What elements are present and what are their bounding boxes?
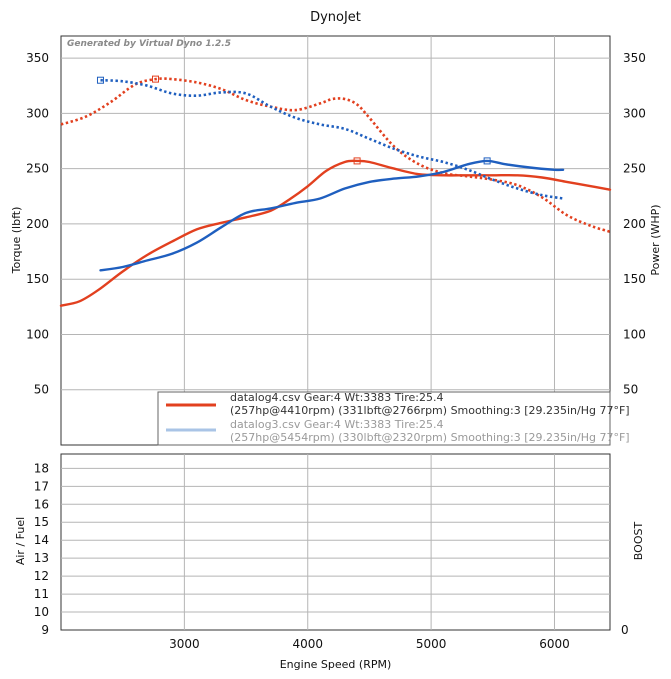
upper-plot-area: 50 50 100 100 150 150 200 200 250 250 300 300 350 350… — [26, 35, 646, 446]
lower-y-tick-label-right: 0 — [621, 623, 629, 637]
x-tick-label: 6000 — [539, 637, 570, 651]
x-tick-label: 4000 — [292, 637, 323, 651]
legend-line-2: (257hp@4410rpm) (331lbft@2766rpm) Smooth… — [230, 404, 630, 417]
peak-marker — [152, 75, 160, 83]
y-tick-label-left: 50 — [34, 383, 49, 397]
lower-y-tick-label-left: 11 — [34, 587, 49, 601]
legend-line-1: datalog3.csv Gear:4 Wt:3383 Tire:25.4 — [230, 418, 443, 431]
peak-marker — [96, 76, 104, 84]
lower-y-tick-label-left: 12 — [34, 569, 49, 583]
y-tick-label-right: 300 — [623, 106, 646, 120]
generator-note: Generated by Virtual Dyno 1.2.5 — [67, 39, 231, 49]
lower-y-tick-label-left: 14 — [34, 533, 49, 547]
lower-y-tick-label-left: 17 — [34, 479, 49, 493]
series-line — [60, 77, 611, 233]
lower-y-axis-label-left: Air / Fuel — [14, 517, 27, 565]
legend: datalog4.csv Gear:4 Wt:3383 Tire:25.4 (2… — [157, 391, 630, 446]
y-tick-label-right: 50 — [623, 383, 638, 397]
legend-entry: datalog4.csv Gear:4 Wt:3383 Tire:25.4 (2… — [166, 391, 630, 417]
lower-y-tick-label-left: 9 — [41, 623, 49, 637]
lower-grid: 9 10 11 12 13 14 15 16 17 18 0 — [34, 454, 629, 637]
lower-plot-area: 9 10 11 12 13 14 15 16 17 18 0 — [34, 453, 629, 637]
x-tick-label: 3000 — [169, 637, 200, 651]
legend-line-2: (257hp@5454rpm) (330lbft@2320rpm) Smooth… — [230, 431, 630, 444]
lower-y-tick-label-left: 16 — [34, 497, 49, 511]
lower-y-tick-label-left: 18 — [34, 461, 49, 475]
y-tick-label-right: 150 — [623, 272, 646, 286]
lower-y-tick-label-left: 15 — [34, 515, 49, 529]
chart-title: DynoJet — [310, 10, 361, 25]
peak-marker — [353, 157, 361, 165]
y-tick-label-right: 350 — [623, 51, 646, 65]
y-tick-label-right: 200 — [623, 217, 646, 231]
y-tick-label-left: 150 — [26, 272, 49, 286]
x-axis-label: Engine Speed (RPM) — [280, 658, 392, 671]
y-tick-label-left: 200 — [26, 217, 49, 231]
lower-y-axis-label-right: BOOST — [632, 522, 645, 561]
y-tick-label-left: 250 — [26, 162, 49, 176]
y-tick-label-left: 300 — [26, 106, 49, 120]
upper-series-group — [59, 77, 612, 307]
series-line — [59, 159, 612, 307]
y-axis-label-left: Torque (lbft) — [10, 207, 23, 275]
y-tick-label-left: 100 — [26, 327, 49, 341]
lower-y-tick-label-left: 10 — [34, 605, 49, 619]
upper-plot-frame — [60, 35, 611, 446]
lower-plot-frame — [60, 453, 611, 631]
lower-y-tick-label-left: 13 — [34, 551, 49, 565]
y-tick-label-right: 250 — [623, 162, 646, 176]
x-axis-ticks: 3000 4000 5000 6000 — [169, 637, 570, 651]
peak-marker — [483, 157, 491, 165]
x-tick-label: 5000 — [416, 637, 447, 651]
upper-grid: 50 50 100 100 150 150 200 200 250 250 300 300 350 350 — [26, 36, 646, 445]
legend-entry: datalog3.csv Gear:4 Wt:3383 Tire:25.4 (2… — [166, 418, 630, 444]
y-axis-label-right: Power (WHP) — [649, 204, 662, 275]
series-line — [99, 159, 565, 272]
y-tick-label-left: 350 — [26, 51, 49, 65]
legend-line-1: datalog4.csv Gear:4 Wt:3383 Tire:25.4 — [230, 391, 443, 404]
series-line — [100, 78, 564, 200]
upper-markers-group — [96, 75, 491, 165]
legend-box — [157, 391, 611, 446]
y-tick-label-right: 100 — [623, 327, 646, 341]
